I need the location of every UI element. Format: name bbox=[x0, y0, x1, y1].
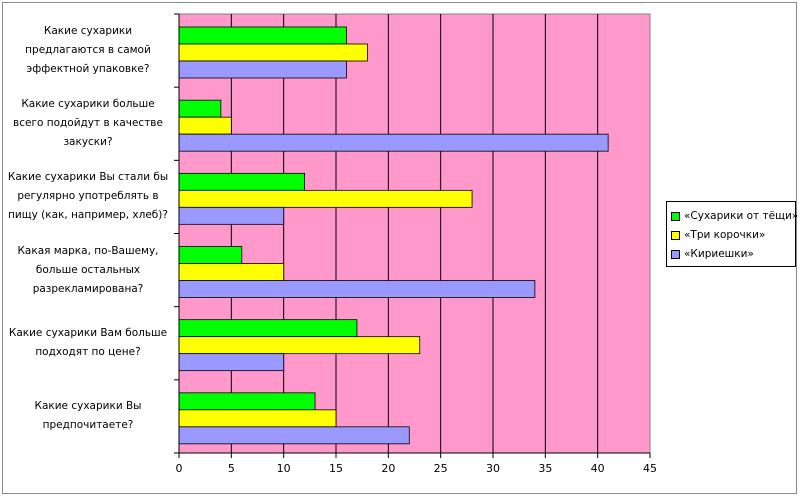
category-label-line: Какие сухарики bbox=[43, 25, 133, 38]
legend-label: «Кириешки» bbox=[684, 248, 754, 260]
legend-label: «Сухарики от тёщи» bbox=[684, 210, 799, 222]
bar bbox=[178, 206, 285, 225]
category-label-line: Какие сухарики Вы bbox=[34, 400, 142, 413]
bar bbox=[178, 99, 222, 118]
x-tick-label: 40 bbox=[591, 462, 605, 475]
legend-swatch bbox=[671, 250, 680, 259]
category-label-line: предпочитаете? bbox=[42, 419, 134, 432]
category-label: Какие сухарики предлагаются в самой эффект… bbox=[3, 22, 173, 79]
bar bbox=[178, 26, 347, 45]
category-label-line: закуски? bbox=[63, 136, 113, 149]
category-label-line: всего подойдут в качестве bbox=[13, 117, 163, 130]
x-tick-label: 5 bbox=[228, 462, 235, 475]
category-label-line: Какие сухарики Вам больше bbox=[8, 327, 168, 340]
x-tick-label: 15 bbox=[329, 462, 343, 475]
bar bbox=[178, 116, 232, 135]
plot-area bbox=[178, 13, 651, 454]
category-label-line: больше остальных bbox=[35, 263, 141, 276]
bar bbox=[178, 280, 536, 298]
category-label-line: пищу (как, например, хлеб)? bbox=[8, 209, 168, 222]
x-tick-label: 35 bbox=[538, 462, 552, 475]
category-label-line: Какая марка, по-Вашему, bbox=[17, 244, 159, 257]
category-label-line: предлагаются в самой bbox=[25, 44, 151, 57]
legend-swatch bbox=[671, 212, 680, 221]
bar bbox=[178, 319, 358, 338]
legend-item: «Три корочки» bbox=[671, 226, 791, 245]
x-tick-label: 10 bbox=[277, 462, 291, 475]
bar bbox=[178, 133, 609, 152]
bar bbox=[178, 426, 410, 445]
bar bbox=[178, 43, 368, 62]
bar bbox=[178, 246, 243, 264]
bar bbox=[178, 60, 347, 79]
category-label: Какая марка, по-Вашему, больше остальных р… bbox=[3, 242, 173, 299]
category-label-line: эффектной упаковке? bbox=[26, 63, 150, 76]
x-tick-label: 30 bbox=[486, 462, 500, 475]
category-label: Какие сухарики Вы стали бы регулярно упот… bbox=[3, 168, 173, 225]
category-label-line: разрекламирована? bbox=[32, 282, 144, 295]
category-label-line: Какие сухарики Вы стали бы bbox=[7, 171, 169, 184]
bar bbox=[178, 172, 305, 191]
category-label: Какие сухарики Вам больше подходят по цен… bbox=[3, 324, 173, 362]
x-tick-label: 0 bbox=[176, 462, 183, 475]
legend-swatch bbox=[671, 231, 680, 240]
bar bbox=[178, 353, 285, 372]
legend-label: «Три корочки» bbox=[684, 229, 766, 241]
bar bbox=[178, 189, 473, 208]
category-label: Какие сухарики больше всего подойдут в ка… bbox=[3, 95, 173, 152]
x-tick-label: 45 bbox=[643, 462, 657, 475]
legend-item: «Кириешки» bbox=[671, 245, 791, 264]
category-label-line: Какие сухарики больше bbox=[21, 98, 155, 111]
bar-chart: 0 5 10 15 20 25 30 35 40 45 bbox=[174, 13, 657, 475]
bar bbox=[178, 392, 316, 411]
legend: «Сухарики от тёщи» «Три корочки» «Кириешки… bbox=[666, 201, 798, 267]
x-tick-label: 25 bbox=[434, 462, 448, 475]
bar bbox=[178, 263, 285, 281]
category-label: Какие сухарики Вы предпочитаете? bbox=[3, 397, 173, 435]
category-label-line: регулярно употреблять в bbox=[17, 190, 159, 203]
legend-item: «Сухарики от тёщи» bbox=[671, 207, 798, 226]
bar bbox=[178, 336, 421, 355]
bar bbox=[178, 409, 337, 428]
x-tick-label: 20 bbox=[381, 462, 395, 475]
category-label-line: подходят по цене? bbox=[35, 346, 141, 359]
